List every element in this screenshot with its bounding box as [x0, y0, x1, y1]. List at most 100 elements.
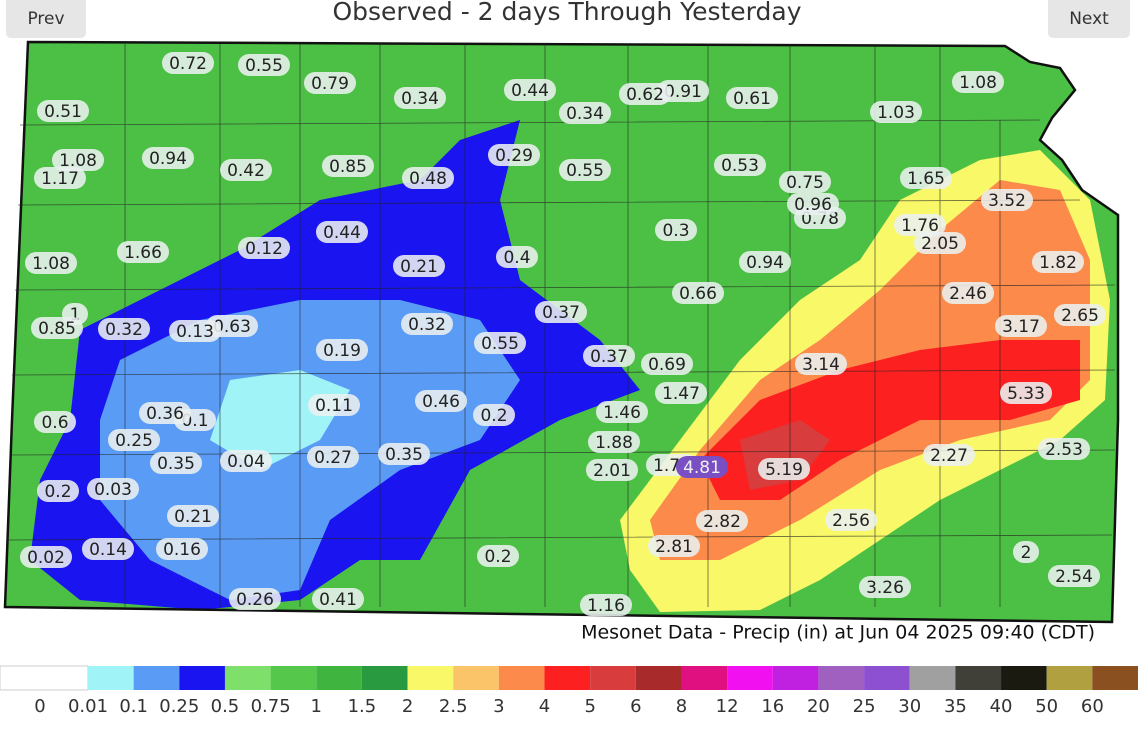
station-value: 1.88 — [595, 433, 633, 453]
station-pill — [415, 390, 467, 412]
precip-area — [620, 150, 1110, 612]
station-value: 0.35 — [385, 445, 423, 465]
station-value: 1.08 — [59, 151, 97, 171]
station-value: 0.69 — [648, 355, 686, 375]
station-value: 0.51 — [44, 102, 82, 122]
legend-label: 2.5 — [439, 696, 468, 717]
station-value: 2.81 — [655, 537, 693, 557]
prev-button[interactable]: Prev — [6, 0, 86, 38]
station-pill — [726, 87, 778, 109]
station-value: 2.56 — [832, 511, 870, 531]
station-pill — [488, 144, 540, 166]
station-value: 0.32 — [105, 320, 143, 340]
legend-label: 0.5 — [211, 696, 240, 717]
station-pill — [393, 255, 445, 277]
station-pill — [229, 588, 281, 610]
legend-label: 0.25 — [159, 696, 199, 717]
station-value: 2.01 — [593, 461, 631, 481]
legend-swatch — [1092, 666, 1138, 690]
legend-label: 40 — [990, 696, 1013, 717]
station-pill — [923, 444, 975, 466]
station-pill — [914, 232, 966, 254]
station-pill — [981, 189, 1033, 211]
station-value: 0.44 — [323, 223, 361, 243]
station-value: 1.16 — [587, 596, 625, 616]
station-pill — [648, 535, 700, 557]
legend-swatch — [955, 666, 1002, 690]
station-pill — [98, 318, 150, 340]
station-value: 1.46 — [603, 403, 641, 423]
station-pill — [117, 241, 169, 263]
station-pill — [504, 79, 556, 101]
station-pill — [150, 452, 202, 474]
station-value: 3.26 — [866, 578, 904, 598]
station-value: 0.3 — [662, 221, 689, 241]
legend-label: 30 — [898, 696, 921, 717]
station-pill — [34, 411, 76, 433]
station-value: 2.53 — [1045, 440, 1083, 460]
legend-swatch — [361, 666, 408, 690]
station-value: 0.27 — [314, 448, 352, 468]
station-value: 0.1 — [181, 411, 208, 431]
station-pill — [37, 100, 89, 122]
station-value: 2.27 — [930, 446, 968, 466]
station-value: 0.34 — [401, 89, 439, 109]
station-value: 0.26 — [236, 590, 274, 610]
station-pill — [583, 345, 635, 367]
station-pill — [378, 443, 430, 465]
legend-swatch — [224, 666, 271, 690]
precip-area — [100, 300, 520, 600]
precip-area — [740, 420, 830, 490]
station-value: 0.48 — [409, 169, 447, 189]
legend-label: 8 — [676, 696, 687, 717]
station-pill — [322, 155, 374, 177]
station-pill — [1032, 251, 1084, 273]
legend-swatch — [0, 665, 89, 691]
station-value: 0.94 — [746, 253, 784, 273]
legend-swatch — [316, 666, 362, 690]
station-value: 1.08 — [32, 254, 70, 274]
legend-swatch — [1001, 666, 1047, 690]
legend-swatch — [88, 666, 134, 690]
station-pill — [142, 147, 194, 169]
station-value: 0.2 — [44, 482, 71, 502]
station-value: 0.41 — [319, 590, 357, 610]
station-value: 2.46 — [949, 284, 987, 304]
station-pill — [238, 237, 290, 259]
legend-label: 0.75 — [251, 696, 291, 717]
station-pill — [52, 149, 104, 171]
station-value: 0.85 — [38, 319, 76, 339]
station-value: 0.94 — [149, 149, 187, 169]
station-pill — [1038, 438, 1090, 460]
station-value: 0.11 — [315, 396, 353, 416]
station-value: 1.03 — [877, 103, 915, 123]
station-value: 5.19 — [765, 460, 803, 480]
station-pill — [825, 509, 877, 531]
station-value: 0.36 — [146, 404, 184, 424]
station-pill — [307, 446, 359, 468]
station-value: 0.32 — [408, 315, 446, 335]
station-value: 0.25 — [115, 431, 153, 451]
station-pill — [1048, 565, 1100, 587]
station-value: 2 — [1021, 543, 1032, 563]
station-value: 0.16 — [163, 540, 201, 560]
station-value: 0.29 — [495, 146, 533, 166]
station-pill — [162, 52, 214, 74]
station-value: 0.6 — [41, 413, 68, 433]
station-value: 0.75 — [786, 173, 824, 193]
legend-swatch — [270, 666, 317, 690]
station-value: 1.66 — [124, 243, 162, 263]
next-button[interactable]: Next — [1048, 0, 1130, 38]
legend-swatch — [179, 666, 225, 690]
station-pill — [559, 102, 611, 124]
station-value: 0.46 — [422, 392, 460, 412]
station-pill — [474, 332, 526, 354]
station-pill — [169, 320, 221, 342]
station-value: 1.76 — [901, 216, 939, 236]
station-value: 0.61 — [733, 89, 771, 109]
station-pill — [34, 167, 86, 189]
footer: Mesonet Data - Precip (in) at Jun 04 202… — [581, 622, 1095, 644]
station-value: 0.55 — [566, 161, 604, 181]
legend-swatch — [498, 666, 545, 690]
station-pill — [206, 315, 258, 337]
